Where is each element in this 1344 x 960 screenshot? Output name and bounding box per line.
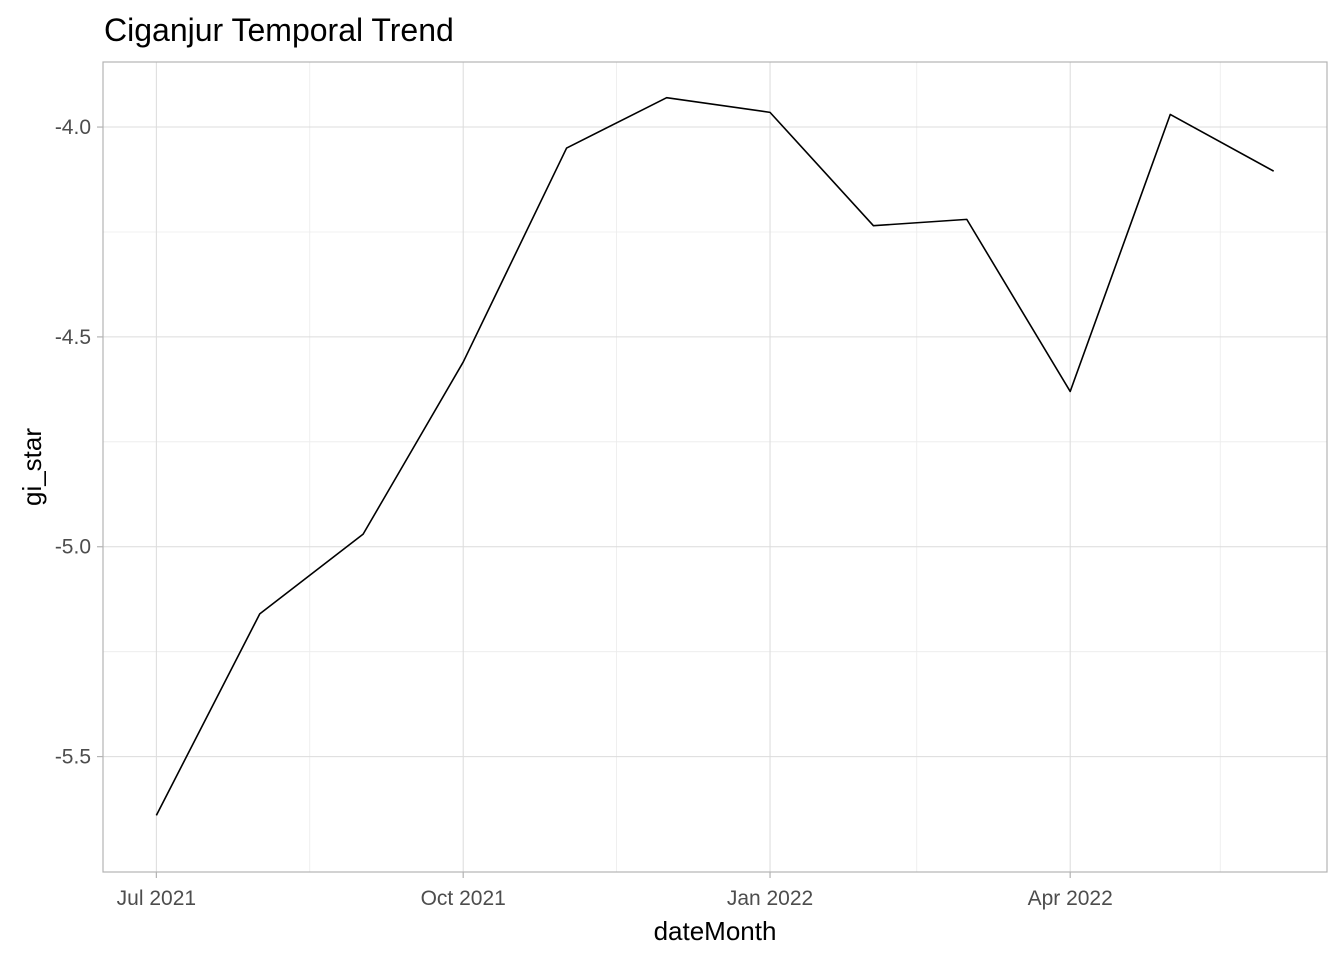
y-tick-label: -5.0 — [55, 536, 91, 559]
x-tick-label: Jan 2022 — [727, 887, 813, 910]
x-tick-label: Apr 2022 — [1028, 887, 1113, 910]
x-axis-ticks: Jul 2021 Oct 2021 Jan 2022 Apr 2022 — [117, 872, 1113, 910]
minor-gridlines — [103, 62, 1327, 872]
x-tick-label: Jul 2021 — [117, 887, 196, 910]
x-tick-label: Oct 2021 — [421, 887, 506, 910]
y-tick-label: -5.5 — [55, 746, 91, 769]
chart-title: Ciganjur Temporal Trend — [104, 12, 454, 48]
panel-border — [102, 61, 1328, 873]
y-tick-label: -4.0 — [55, 116, 91, 139]
series-line — [155, 96, 1275, 816]
y-axis-ticks: -5.5 -5.0 -4.5 -4.0 — [55, 116, 103, 769]
series-group — [155, 96, 1275, 816]
y-axis-title: gi_star — [17, 428, 47, 506]
y-tick-label: -4.5 — [55, 326, 91, 349]
x-axis-title: dateMonth — [654, 916, 777, 946]
major-gridlines — [103, 62, 1327, 872]
